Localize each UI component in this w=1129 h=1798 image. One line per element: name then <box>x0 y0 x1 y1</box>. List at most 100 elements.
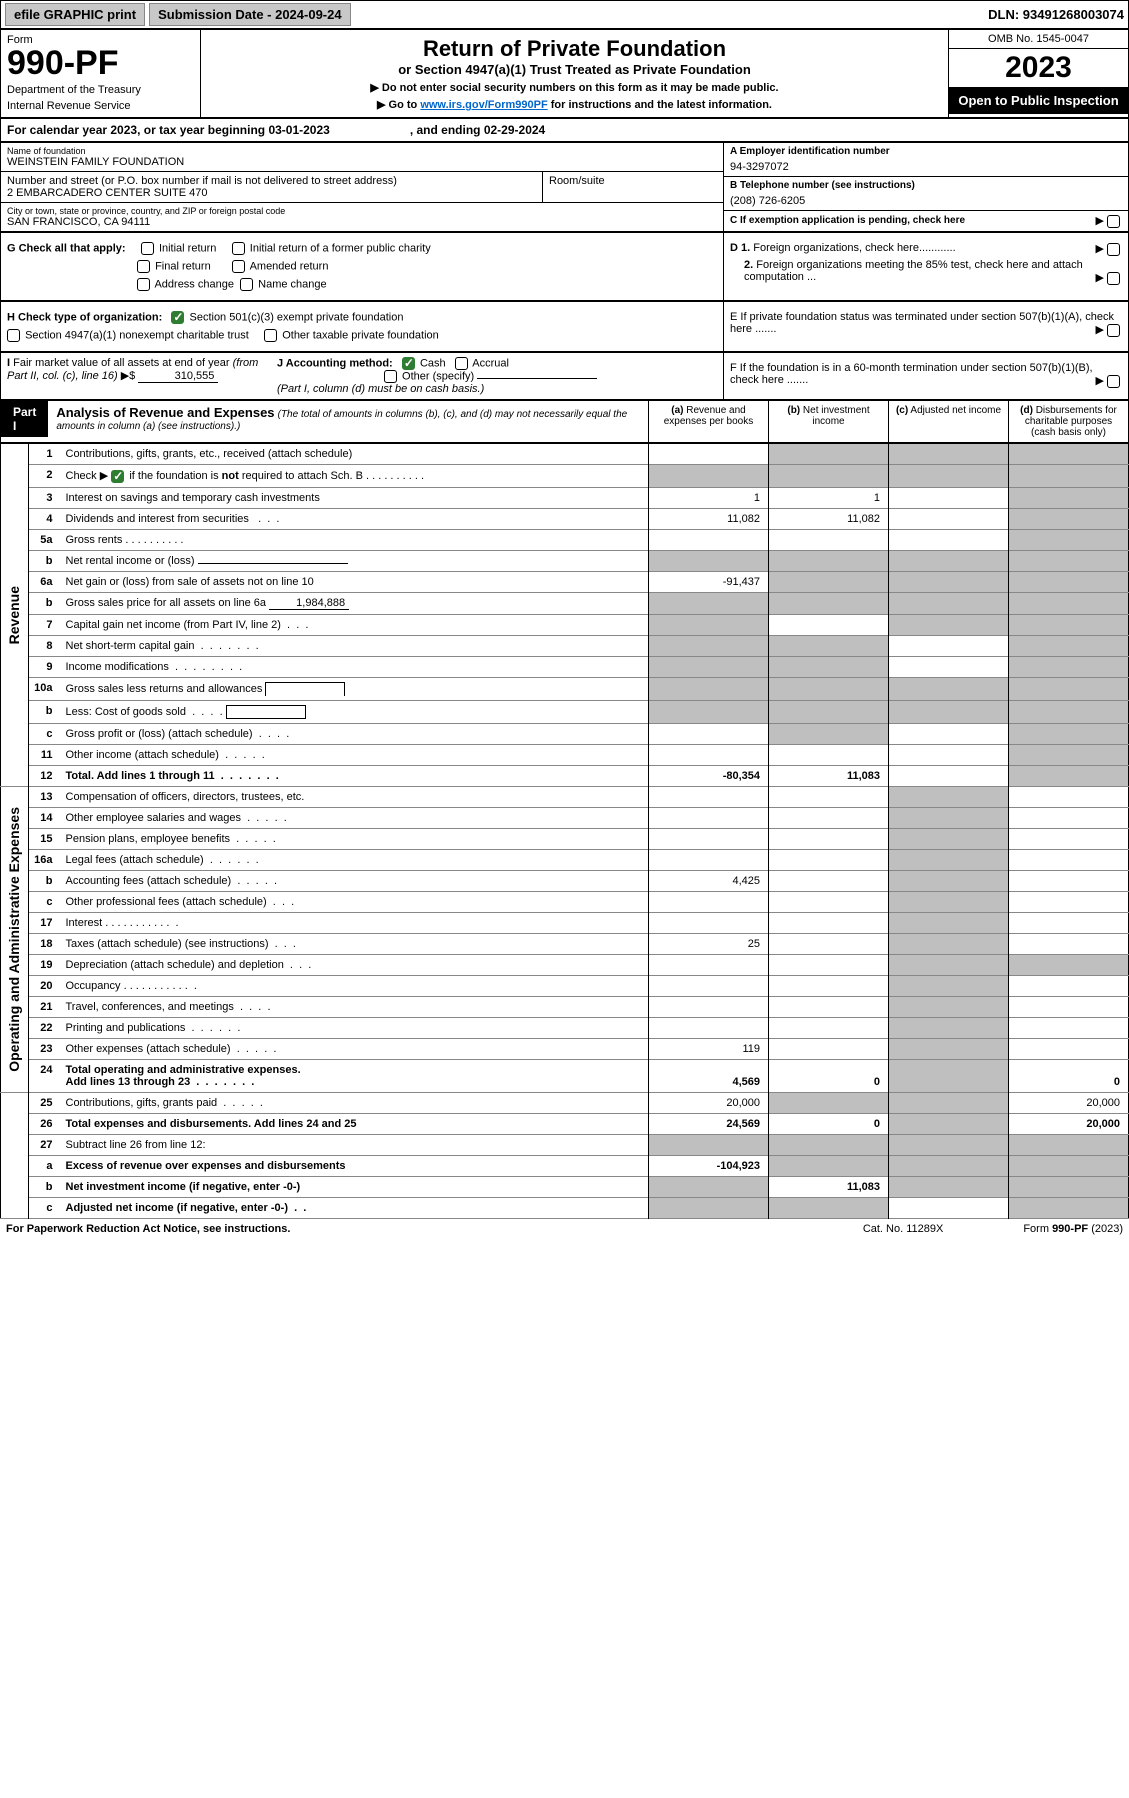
checkbox-4947[interactable] <box>7 329 20 342</box>
name-label: Name of foundation <box>7 146 717 156</box>
line-16a: Legal fees (attach schedule) <box>66 854 204 866</box>
line-3: Interest on savings and temporary cash i… <box>61 487 649 508</box>
check-section-h: H Check type of organization: Section 50… <box>0 301 1129 352</box>
line-19: Depreciation (attach schedule) and deple… <box>66 959 284 971</box>
dots: . . . . . . . . . . <box>102 917 163 929</box>
checkbox-other-taxable[interactable] <box>264 329 277 342</box>
line-16c: Other professional fees (attach schedule… <box>66 896 267 908</box>
checkbox-f[interactable] <box>1107 375 1120 388</box>
val-18: 25 <box>649 933 769 954</box>
submission-date: Submission Date - 2024-09-24 <box>149 3 351 26</box>
val-4a: 11,082 <box>649 508 769 529</box>
note2-pre: ▶ Go to <box>377 99 420 111</box>
checkbox-initial-return[interactable] <box>141 242 154 255</box>
entity-info: Name of foundation WEINSTEIN FAMILY FOUN… <box>0 142 1129 232</box>
col-c: (c) <box>896 405 908 416</box>
ein-label: A Employer identification number <box>730 146 1122 157</box>
checkbox-schb[interactable] <box>111 470 124 483</box>
val-24b: 0 <box>769 1059 889 1092</box>
val-6b: 1,984,888 <box>269 597 349 610</box>
checkbox-d2[interactable] <box>1107 272 1120 285</box>
g-label: G Check all that apply: <box>7 242 126 254</box>
col-d: (d) <box>1020 405 1033 416</box>
ij-section: I Fair market value of all assets at end… <box>0 352 1129 400</box>
d1-label: Foreign organizations, check here.......… <box>753 242 955 254</box>
checkbox-501c3[interactable] <box>171 311 184 324</box>
tel-label: B Telephone number (see instructions) <box>730 180 1122 191</box>
omb: OMB No. 1545-0047 <box>949 30 1128 49</box>
g1-label: Initial return <box>159 242 216 254</box>
col-c-text: Adjusted net income <box>910 405 1001 416</box>
line-24: Total operating and administrative expen… <box>66 1064 301 1088</box>
line-4: Dividends and interest from securities <box>66 513 249 525</box>
h-label: H Check type of organization: <box>7 311 162 323</box>
part1-header: Part I Analysis of Revenue and Expenses … <box>0 400 1129 443</box>
val-6a: -91,437 <box>649 571 769 592</box>
checkbox-address-change[interactable] <box>137 278 150 291</box>
line-22: Printing and publications <box>66 1022 186 1034</box>
val-27b: 11,083 <box>769 1176 889 1197</box>
tax-year: 2023 <box>949 49 1128 87</box>
footer-left: For Paperwork Reduction Act Notice, see … <box>6 1223 290 1235</box>
line-5b: Net rental income or (loss) <box>66 555 195 567</box>
line-10a: Gross sales less returns and allowances <box>66 683 263 695</box>
val-12b: 11,083 <box>769 765 889 786</box>
h3-label: Other taxable private foundation <box>282 329 439 341</box>
line-9: Income modifications <box>66 661 169 673</box>
efile-btn[interactable]: efile GRAPHIC print <box>5 3 145 26</box>
form-title: Return of Private Foundation <box>207 36 942 62</box>
j-label: J Accounting method: <box>277 357 393 369</box>
line-5a: Gross rents <box>66 534 123 546</box>
val-24d: 0 <box>1009 1059 1129 1092</box>
val-26d: 20,000 <box>1009 1113 1129 1134</box>
line-27c: Adjusted net income <box>66 1202 174 1214</box>
line-13: Compensation of officers, directors, tru… <box>61 786 649 807</box>
checkbox-accrual[interactable] <box>455 357 468 370</box>
checkbox-amended[interactable] <box>232 260 245 273</box>
g5-label: Address change <box>154 278 234 290</box>
top-bar: efile GRAPHIC print Submission Date - 20… <box>0 0 1129 29</box>
line-17: Interest <box>66 917 103 929</box>
col-b: (b) <box>787 405 800 416</box>
col-d-text: Disbursements for charitable purposes (c… <box>1025 405 1117 438</box>
inspection-badge: Open to Public Inspection <box>949 87 1128 114</box>
j2-label: Accrual <box>472 357 509 369</box>
checkbox-name-change[interactable] <box>240 278 253 291</box>
line-23: Other expenses (attach schedule) <box>66 1043 231 1055</box>
val-3a: 1 <box>649 487 769 508</box>
j3-label: Other (specify) <box>402 370 474 382</box>
val-26b: 0 <box>769 1113 889 1134</box>
checkbox-final[interactable] <box>137 260 150 273</box>
checkbox-c[interactable] <box>1107 215 1120 228</box>
checkbox-d1[interactable] <box>1107 243 1120 256</box>
note-link: ▶ Go to www.irs.gov/Form990PF for instru… <box>207 98 942 111</box>
line-18: Taxes (attach schedule) (see instruction… <box>66 938 269 950</box>
checkbox-cash[interactable] <box>402 357 415 370</box>
checkbox-initial-former[interactable] <box>232 242 245 255</box>
line-6b: Gross sales price for all assets on line… <box>66 597 267 609</box>
e-label: E If private foundation status was termi… <box>730 311 1114 335</box>
checkbox-other-method[interactable] <box>384 370 397 383</box>
h2-label: Section 4947(a)(1) nonexempt charitable … <box>25 329 249 341</box>
line-15: Pension plans, employee benefits <box>66 833 231 845</box>
val-3b: 1 <box>769 487 889 508</box>
line-20: Occupancy <box>66 980 121 992</box>
line-1: Contributions, gifts, grants, etc., rece… <box>61 444 649 465</box>
instructions-link[interactable]: www.irs.gov/Form990PF <box>420 99 547 111</box>
footer-catno: Cat. No. 11289X <box>863 1223 944 1235</box>
room-label: Room/suite <box>549 175 717 187</box>
form-header: Form 990-PF Department of the Treasury I… <box>0 29 1129 118</box>
line-25: Contributions, gifts, grants paid <box>66 1097 218 1109</box>
g6-label: Name change <box>258 278 327 290</box>
val-16b: 4,425 <box>649 870 769 891</box>
footer-form: Form 990-PF (2023) <box>1023 1223 1123 1235</box>
val-27a: -104,923 <box>649 1155 769 1176</box>
checkbox-e[interactable] <box>1107 324 1120 337</box>
fmv-value: 310,555 <box>138 370 218 383</box>
form-number: 990-PF <box>7 46 194 80</box>
g2-label: Initial return of a former public charit… <box>250 242 431 254</box>
line-7: Capital gain net income (from Part IV, l… <box>66 619 281 631</box>
note-ssn: ▶ Do not enter social security numbers o… <box>207 81 942 94</box>
line-8: Net short-term capital gain <box>66 640 195 652</box>
j-note: (Part I, column (d) must be on cash basi… <box>277 383 484 395</box>
